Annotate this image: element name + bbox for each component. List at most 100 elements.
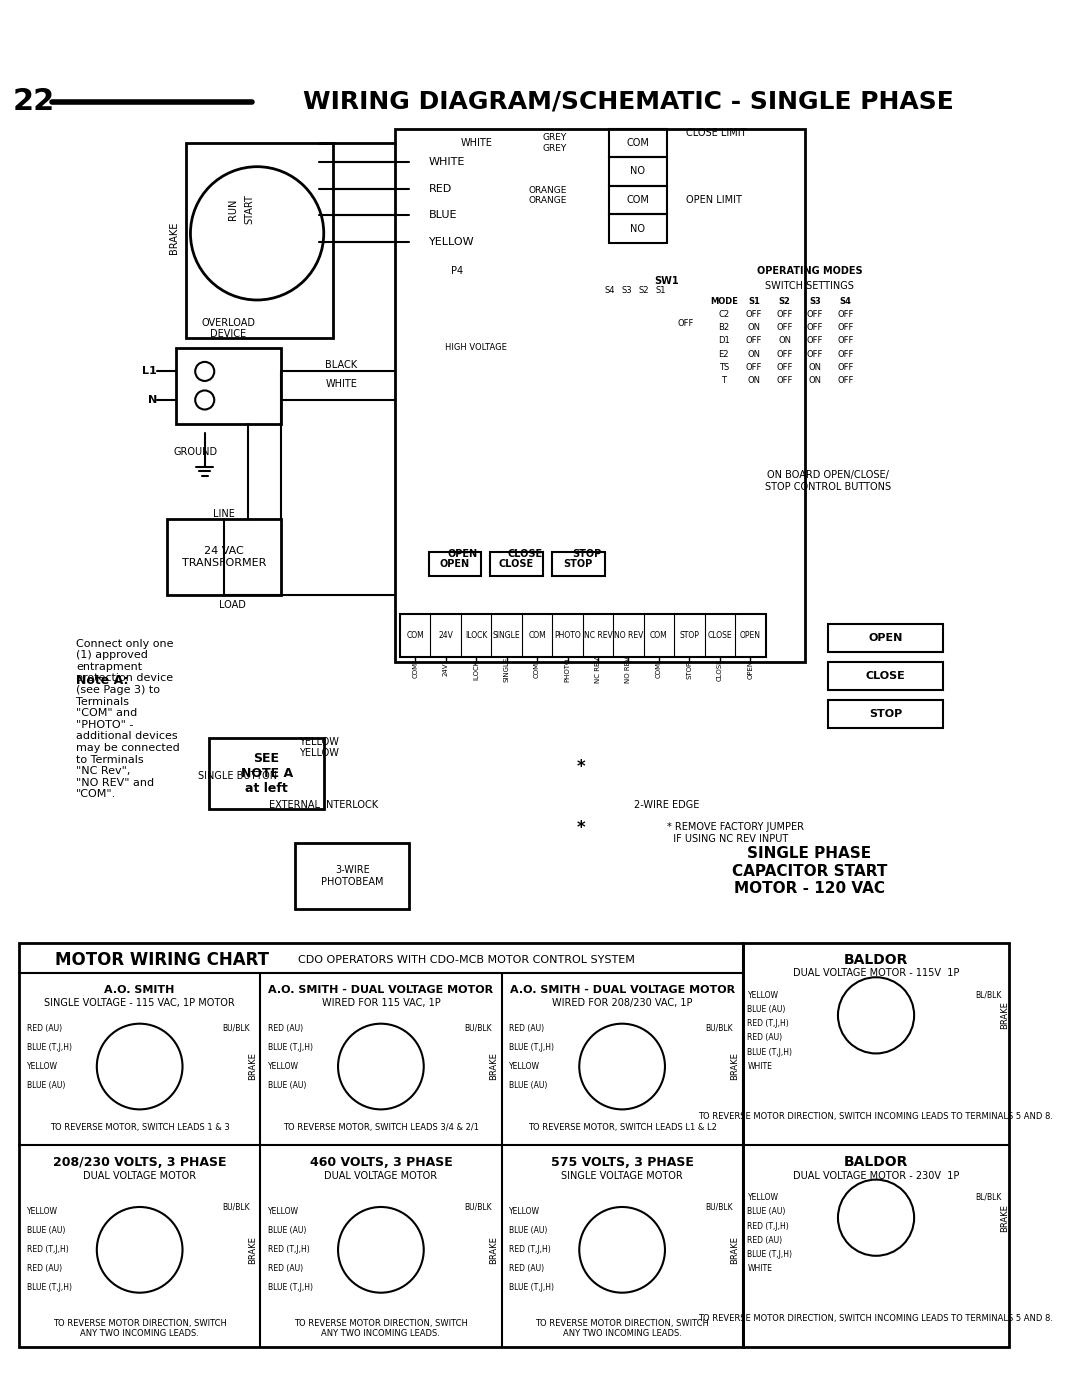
Text: OFF: OFF [807,337,823,345]
Text: BLUE (T,J,H): BLUE (T,J,H) [27,1284,71,1292]
Text: OPEN: OPEN [740,630,760,640]
Text: OFF: OFF [777,349,793,359]
Text: NO: NO [631,166,646,176]
Text: YELLOW: YELLOW [27,1062,57,1071]
Text: RED (AU): RED (AU) [509,1264,544,1274]
Text: 2-WIRE EDGE: 2-WIRE EDGE [634,799,699,810]
Text: BLUE: BLUE [429,210,457,221]
Text: PHOTO: PHOTO [554,630,581,640]
Text: RED (T,J,H): RED (T,J,H) [509,1245,551,1255]
Text: A.O. SMITH: A.O. SMITH [105,985,175,995]
Bar [429,552,481,576]
Text: OFF: OFF [777,376,793,386]
Text: BL/BLK: BL/BLK [975,990,1001,1000]
Text: BRAKE: BRAKE [248,1236,257,1264]
Text: CLOSE: CLOSE [717,658,723,680]
Bar [828,623,943,652]
Text: BLUE (AU): BLUE (AU) [268,1227,307,1235]
Text: BALDOR: BALDOR [843,1155,908,1169]
Text: S4: S4 [604,286,615,295]
Text: STOP: STOP [679,630,700,640]
Text: RED: RED [429,183,451,194]
Text: STOP: STOP [572,549,602,559]
Text: SINGLE PHASE
CAPACITOR START
MOTOR - 120 VAC: SINGLE PHASE CAPACITOR START MOTOR - 120… [732,847,887,897]
Bar [295,842,409,909]
Text: OFF: OFF [746,337,762,345]
Text: S4: S4 [839,298,851,306]
Text: BU/BLK: BU/BLK [464,1203,491,1211]
Text: 24V: 24V [438,630,454,640]
Text: * REMOVE FACTORY JUMPER
  IF USING NC REV INPUT: * REMOVE FACTORY JUMPER IF USING NC REV … [666,823,804,844]
Text: A.O. SMITH - DUAL VOLTAGE MOTOR: A.O. SMITH - DUAL VOLTAGE MOTOR [268,985,494,995]
Text: RED (AU): RED (AU) [27,1264,62,1274]
Text: COM: COM [406,630,424,640]
Bar [210,738,324,809]
Text: TO REVERSE MOTOR DIRECTION, SWITCH INCOMING LEADS TO TERMINALS 5 AND 8.: TO REVERSE MOTOR DIRECTION, SWITCH INCOM… [699,1112,1054,1120]
Text: SWITCH SETTINGS: SWITCH SETTINGS [765,281,854,291]
Text: SINGLE: SINGLE [492,630,521,640]
Text: S1: S1 [748,298,760,306]
Text: OPERATING MODES: OPERATING MODES [757,267,862,277]
Text: YELLOW: YELLOW [268,1207,299,1217]
Text: BLUE (AU): BLUE (AU) [268,1081,307,1090]
Text: BLUE (T,J,H): BLUE (T,J,H) [27,1044,71,1052]
Text: BLUE (T,J,H): BLUE (T,J,H) [268,1284,313,1292]
Text: STOP: STOP [869,710,902,719]
Text: BRAKE: BRAKE [170,222,179,254]
Text: BLACK: BLACK [325,360,357,370]
Text: BRAKE: BRAKE [1000,1002,1009,1030]
Text: N: N [148,395,157,405]
Text: BU/BLK: BU/BLK [705,1203,732,1211]
Text: OFF: OFF [807,323,823,332]
Text: COM: COM [413,661,418,678]
Bar [828,662,943,690]
Text: A.O. SMITH - DUAL VOLTAGE MOTOR: A.O. SMITH - DUAL VOLTAGE MOTOR [510,985,734,995]
Text: NO REV: NO REV [613,630,644,640]
Text: WIRED FOR 208/230 VAC, 1P: WIRED FOR 208/230 VAC, 1P [552,997,692,1007]
Text: RUN: RUN [228,198,239,221]
Text: OFF: OFF [777,323,793,332]
Text: BLUE (AU): BLUE (AU) [27,1227,65,1235]
Text: SEE
NOTE A
at left: SEE NOTE A at left [241,752,293,795]
Text: S2: S2 [779,298,791,306]
Text: YELLOW: YELLOW [509,1062,540,1071]
Text: C2: C2 [718,310,729,319]
Text: COM: COM [534,661,540,678]
Text: D1: D1 [718,337,730,345]
Text: MOTOR WIRING CHART: MOTOR WIRING CHART [55,951,269,970]
Text: SW1: SW1 [654,277,679,286]
Text: OFF: OFF [777,310,793,319]
Text: RED (AU): RED (AU) [268,1024,303,1032]
Bar [609,214,666,243]
Text: OFF: OFF [837,310,854,319]
Bar [400,615,766,657]
Bar [176,348,281,423]
Text: WHITE: WHITE [429,156,464,166]
Text: OFF: OFF [837,363,854,372]
Text: TO REVERSE MOTOR, SWITCH LEADS 1 & 3: TO REVERSE MOTOR, SWITCH LEADS 1 & 3 [50,1123,230,1133]
Text: NO REV: NO REV [625,657,632,683]
Text: BLUE (AU): BLUE (AU) [509,1227,548,1235]
Text: 3-WIRE
PHOTOBEAM: 3-WIRE PHOTOBEAM [321,865,383,887]
Text: TO REVERSE MOTOR, SWITCH LEADS L1 & L2: TO REVERSE MOTOR, SWITCH LEADS L1 & L2 [528,1123,716,1133]
Bar [186,142,334,338]
Text: CLOSE: CLOSE [508,549,542,559]
Text: BALDOR: BALDOR [843,953,908,967]
Text: Connect only one
(1) approved
entrapment
protection device
(see Page 3) to
Termi: Connect only one (1) approved entrapment… [77,638,180,799]
Text: OFF: OFF [677,320,693,328]
Text: BU/BLK: BU/BLK [222,1203,251,1211]
Text: CLOSE LIMIT: CLOSE LIMIT [686,129,746,138]
Text: T: T [721,376,726,386]
Text: SINGLE: SINGLE [503,657,510,682]
Text: OPEN: OPEN [448,549,477,559]
Text: Note A:: Note A: [77,675,129,687]
Text: BLUE (AU): BLUE (AU) [747,1004,786,1014]
Text: WHITE: WHITE [460,138,492,148]
Text: SINGLE VOLTAGE - 115 VAC, 1P MOTOR: SINGLE VOLTAGE - 115 VAC, 1P MOTOR [44,997,235,1007]
Text: STOP: STOP [564,559,593,569]
Text: TO REVERSE MOTOR DIRECTION, SWITCH
ANY TWO INCOMING LEADS.: TO REVERSE MOTOR DIRECTION, SWITCH ANY T… [536,1319,710,1338]
Text: DUAL VOLTAGE MOTOR - 115V  1P: DUAL VOLTAGE MOTOR - 115V 1P [793,968,959,978]
Text: WHITE: WHITE [747,1264,772,1274]
Text: RED (AU): RED (AU) [747,1236,783,1245]
Text: WIRED FOR 115 VAC, 1P: WIRED FOR 115 VAC, 1P [322,997,441,1007]
